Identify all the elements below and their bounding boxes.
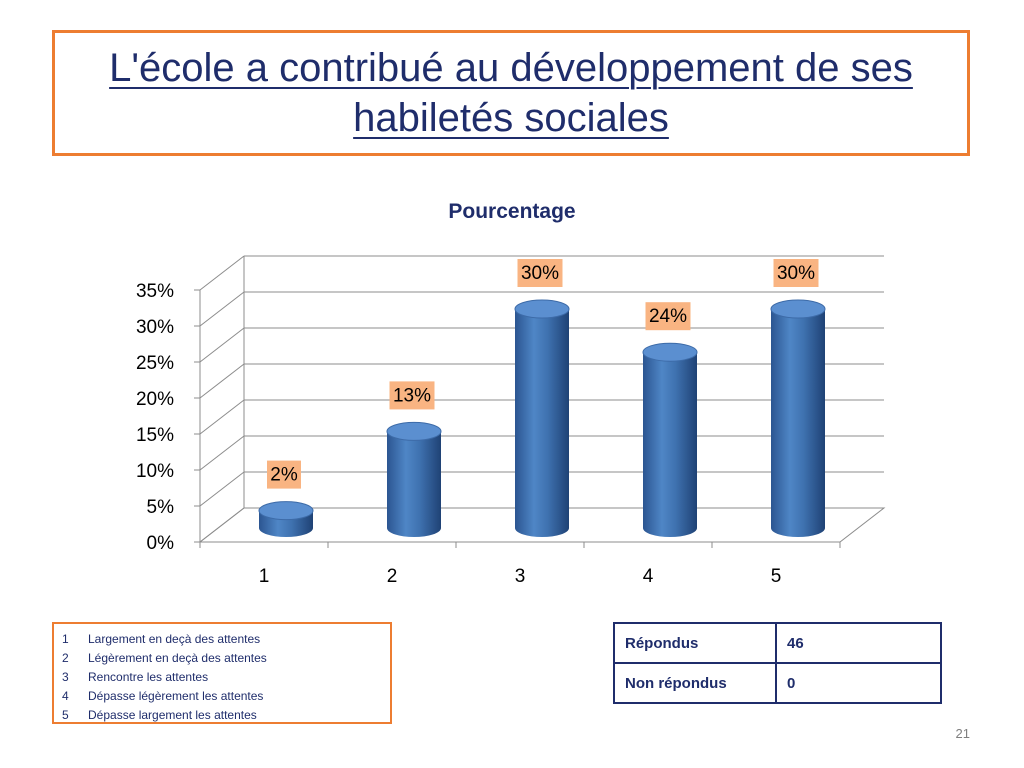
data-label-text: 24% xyxy=(649,306,687,327)
data-label: 2% xyxy=(267,460,301,489)
data-label-text: 13% xyxy=(393,385,431,406)
data-label-text: 30% xyxy=(521,263,559,284)
x-tick-label: 4 xyxy=(643,566,654,587)
y-tick-label: 20% xyxy=(136,389,174,410)
bar-body xyxy=(387,431,441,537)
y-tick-label: 25% xyxy=(136,353,174,374)
bar xyxy=(514,299,570,537)
legend-text: Rencontre les attentes xyxy=(88,670,209,684)
legend-item: 2 Légèrement en deçà des attentes xyxy=(62,649,390,668)
legend-number: 2 xyxy=(62,651,69,665)
gridline-side xyxy=(199,435,245,471)
slide-title: L'école a contribué au développement de … xyxy=(109,46,913,140)
table-row: Non répondus 0 xyxy=(613,662,942,704)
legend-number: 5 xyxy=(62,708,69,722)
bar-top xyxy=(386,421,442,441)
stats-value: 0 xyxy=(775,662,942,704)
data-label-bg xyxy=(267,460,301,489)
data-label: 24% xyxy=(645,302,691,331)
y-tick-label: 15% xyxy=(136,425,174,446)
legend-item: 5 Dépasse largement les attentes xyxy=(62,706,390,725)
bar xyxy=(386,421,442,537)
bar xyxy=(258,501,314,537)
gridline-side xyxy=(199,255,245,291)
data-label: 13% xyxy=(389,381,435,410)
legend-text: Légèrement en deçà des attentes xyxy=(88,651,267,665)
y-tick-label: 10% xyxy=(136,461,174,482)
bar xyxy=(770,299,826,537)
data-label-bg xyxy=(389,381,435,410)
data-label: 30% xyxy=(773,259,819,287)
x-tick-label: 3 xyxy=(515,566,526,587)
axes xyxy=(194,256,886,548)
legend-number: 4 xyxy=(62,689,69,703)
legend-text: Dépasse largement les attentes xyxy=(88,708,257,722)
y-tick-label: 0% xyxy=(147,533,175,554)
bars xyxy=(258,299,826,537)
data-label-text: 2% xyxy=(270,465,298,486)
bar-body xyxy=(771,309,825,537)
legend-number: 3 xyxy=(62,670,69,684)
legend-text: Largement en deçà des attentes xyxy=(88,632,261,646)
bar xyxy=(642,342,698,537)
legend-item: 1 Largement en deçà des attentes xyxy=(62,630,390,649)
bar-top xyxy=(770,299,826,319)
bar-body xyxy=(515,309,569,537)
data-label: 30% xyxy=(517,259,563,287)
data-label-bg xyxy=(773,259,819,287)
y-tick-labels: 0% 5% 10% 15% 20% 25% 30% 35% xyxy=(136,281,174,554)
x-tick-label: 5 xyxy=(771,566,782,587)
legend-item: 3 Rencontre les attentes xyxy=(62,668,390,687)
y-tick-label: 5% xyxy=(147,497,175,518)
page-number: 21 xyxy=(955,726,970,741)
bar-chart: Pourcentage 0% 5% 10% 15% 20% 25% 30% 35% 1 2 3 4 5… xyxy=(136,200,886,587)
legend-text: Dépasse légèrement les attentes xyxy=(88,689,264,703)
gridline-side xyxy=(199,399,245,435)
title-box: L'école a contribué au développement de … xyxy=(52,30,970,156)
bar-body xyxy=(643,352,697,537)
data-labels: 2% 13% 30% 24% 30% xyxy=(267,259,819,489)
legend-item: 4 Dépasse légèrement les attentes xyxy=(62,687,390,706)
x-tick-label: 1 xyxy=(259,566,270,587)
x-tick-labels: 1 2 3 4 5 xyxy=(259,566,782,587)
response-stats-table: Répondus 46 Non répondus 0 xyxy=(613,622,942,704)
data-label-text: 30% xyxy=(777,263,815,284)
stats-label: Répondus xyxy=(613,622,777,664)
x-tick-label: 2 xyxy=(387,566,398,587)
table-row: Répondus 46 xyxy=(613,622,942,664)
bar-top xyxy=(514,299,570,319)
gridline-side xyxy=(199,471,245,507)
data-label-bg xyxy=(645,302,691,331)
bar-top xyxy=(258,501,314,521)
chart-title: Pourcentage xyxy=(448,200,575,223)
data-label-bg xyxy=(517,259,563,287)
legend-number: 1 xyxy=(62,632,69,646)
bar-top xyxy=(642,342,698,362)
gridline-side xyxy=(199,363,245,399)
stats-label: Non répondus xyxy=(613,662,777,704)
legend-box: 1 Largement en deçà des attentes 2 Légèr… xyxy=(52,622,392,724)
y-tick-label: 35% xyxy=(136,281,174,302)
y-tick-label: 30% xyxy=(136,317,174,338)
stats-value: 46 xyxy=(775,622,942,664)
gridline-side xyxy=(199,291,245,327)
gridline-side xyxy=(199,327,245,363)
